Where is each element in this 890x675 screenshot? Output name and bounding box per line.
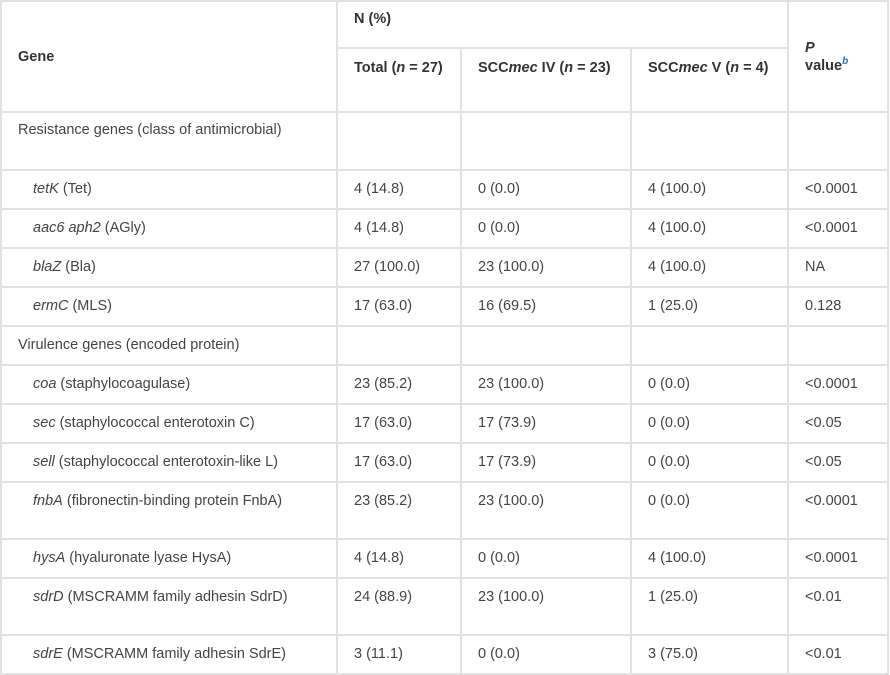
sccmec-iv-cell: 17 (73.9) bbox=[460, 442, 632, 483]
sccmec-v-cell: 0 (0.0) bbox=[629, 442, 790, 483]
table-row: blaZ (Bla) 27 (100.0) 23 (100.0) 4 (100.… bbox=[0, 247, 890, 288]
section-title: Resistance genes (class of antimicrobial… bbox=[0, 111, 338, 171]
total-column-header: Total (n = 27) bbox=[336, 47, 462, 113]
table-row: sec (staphylococcal enterotoxin C) 17 (6… bbox=[0, 403, 890, 444]
sccmec-v-cell: 0 (0.0) bbox=[629, 364, 790, 405]
gene-cell: aac6 aph2 (AGly) bbox=[0, 208, 338, 249]
p-value-cell: 0.128 bbox=[787, 286, 890, 327]
sccmec-v-cell: 4 (100.0) bbox=[629, 169, 790, 210]
total-cell: 4 (14.8) bbox=[336, 169, 462, 210]
table-row: tetK (Tet) 4 (14.8) 0 (0.0) 4 (100.0) <0… bbox=[0, 169, 890, 210]
table-row: coa (staphylocoagulase) 23 (85.2) 23 (10… bbox=[0, 364, 890, 405]
total-cell: 17 (63.0) bbox=[336, 403, 462, 444]
gene-cell: sec (staphylococcal enterotoxin C) bbox=[0, 403, 338, 444]
table-row: hysA (hyaluronate lyase HysA) 4 (14.8) 0… bbox=[0, 538, 890, 579]
table-row: sdrE (MSCRAMM family adhesin SdrE) 3 (11… bbox=[0, 634, 890, 675]
total-cell: 24 (88.9) bbox=[336, 577, 462, 636]
sccmec-iv-cell: 23 (100.0) bbox=[460, 247, 632, 288]
p-value-cell: NA bbox=[787, 247, 890, 288]
p-value-cell: <0.0001 bbox=[787, 481, 890, 540]
sccmec-v-cell: 0 (0.0) bbox=[629, 403, 790, 444]
total-cell: 27 (100.0) bbox=[336, 247, 462, 288]
sccmec-v-column-header: SCCmec V (n = 4) bbox=[629, 47, 790, 113]
sccmec-iv-cell: 0 (0.0) bbox=[460, 208, 632, 249]
table-row: fnbA (fibronectin-binding protein FnbA) … bbox=[0, 481, 890, 540]
sccmec-iv-cell: 16 (69.5) bbox=[460, 286, 632, 327]
sccmec-iv-cell: 17 (73.9) bbox=[460, 403, 632, 444]
sccmec-iv-cell: 0 (0.0) bbox=[460, 169, 632, 210]
sccmec-iv-cell: 0 (0.0) bbox=[460, 538, 632, 579]
sccmec-iv-column-header: SCCmec IV (n = 23) bbox=[460, 47, 632, 113]
total-cell: 17 (63.0) bbox=[336, 286, 462, 327]
p-value-cell: <0.01 bbox=[787, 634, 890, 675]
table-row: ermC (MLS) 17 (63.0) 16 (69.5) 1 (25.0) … bbox=[0, 286, 890, 327]
section-row-virulence: Virulence genes (encoded protein) bbox=[0, 325, 890, 366]
gene-cell: sdrD (MSCRAMM family adhesin SdrD) bbox=[0, 577, 338, 636]
p-value-cell: <0.0001 bbox=[787, 364, 890, 405]
sccmec-v-cell: 0 (0.0) bbox=[629, 481, 790, 540]
total-cell: 17 (63.0) bbox=[336, 442, 462, 483]
sccmec-iv-cell: 23 (100.0) bbox=[460, 577, 632, 636]
total-cell: 23 (85.2) bbox=[336, 364, 462, 405]
p-value-cell: <0.0001 bbox=[787, 538, 890, 579]
total-cell: 3 (11.1) bbox=[336, 634, 462, 675]
sccmec-iv-cell: 23 (100.0) bbox=[460, 364, 632, 405]
sccmec-iv-cell: 23 (100.0) bbox=[460, 481, 632, 540]
gene-cell: sell (staphylococcal enterotoxin-like L) bbox=[0, 442, 338, 483]
total-cell: 23 (85.2) bbox=[336, 481, 462, 540]
p-value-cell: <0.01 bbox=[787, 577, 890, 636]
section-title: Virulence genes (encoded protein) bbox=[0, 325, 338, 366]
sccmec-iv-cell: 0 (0.0) bbox=[460, 634, 632, 675]
n-percent-header: N (%) bbox=[335, 0, 790, 49]
sccmec-v-cell: 4 (100.0) bbox=[629, 208, 790, 249]
table-header: Gene N (%) P valueb Total (n = 27) SCCme… bbox=[0, 0, 890, 113]
total-cell: 4 (14.8) bbox=[336, 208, 462, 249]
table-row: sell (staphylococcal enterotoxin-like L)… bbox=[0, 442, 890, 483]
table-row: aac6 aph2 (AGly) 4 (14.8) 0 (0.0) 4 (100… bbox=[0, 208, 890, 249]
p-value-cell: <0.05 bbox=[787, 442, 890, 483]
gene-cell: tetK (Tet) bbox=[0, 169, 338, 210]
sccmec-v-cell: 1 (25.0) bbox=[629, 286, 790, 327]
footnote-marker: b bbox=[842, 55, 849, 67]
sccmec-v-cell: 4 (100.0) bbox=[629, 247, 790, 288]
gene-cell: fnbA (fibronectin-binding protein FnbA) bbox=[0, 481, 338, 540]
gene-cell: sdrE (MSCRAMM family adhesin SdrE) bbox=[0, 634, 338, 675]
p-value-cell: <0.0001 bbox=[787, 208, 890, 249]
p-value-header: P valueb bbox=[787, 0, 890, 113]
sccmec-v-cell: 3 (75.0) bbox=[629, 634, 790, 675]
gene-cell: ermC (MLS) bbox=[0, 286, 338, 327]
table-row: sdrD (MSCRAMM family adhesin SdrD) 24 (8… bbox=[0, 577, 890, 636]
gene-cell: hysA (hyaluronate lyase HysA) bbox=[0, 538, 338, 579]
total-cell: 4 (14.8) bbox=[336, 538, 462, 579]
table-body: Resistance genes (class of antimicrobial… bbox=[0, 111, 890, 675]
sccmec-v-cell: 4 (100.0) bbox=[629, 538, 790, 579]
gene-cell: blaZ (Bla) bbox=[0, 247, 338, 288]
p-value-cell: <0.05 bbox=[787, 403, 890, 444]
gene-cell: coa (staphylocoagulase) bbox=[0, 364, 338, 405]
sccmec-v-cell: 1 (25.0) bbox=[629, 577, 790, 636]
gene-column-header: Gene bbox=[0, 0, 338, 113]
p-value-cell: <0.0001 bbox=[787, 169, 890, 210]
section-row-resistance: Resistance genes (class of antimicrobial… bbox=[0, 111, 890, 171]
